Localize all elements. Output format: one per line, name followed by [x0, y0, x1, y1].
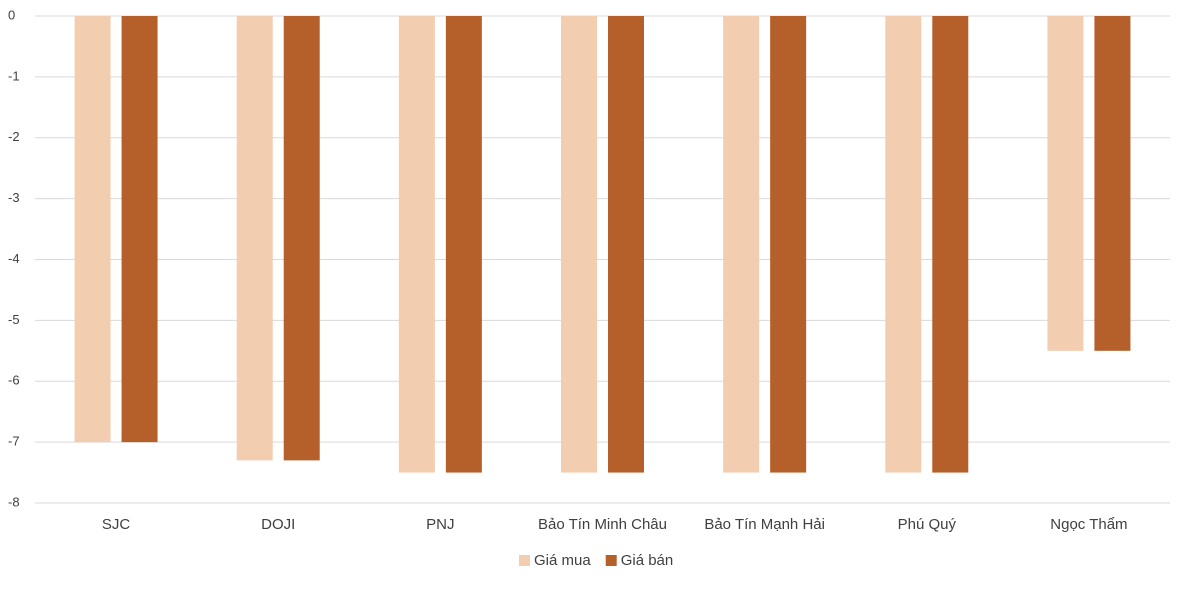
y-tick-label: -6: [8, 373, 20, 388]
bar: [608, 16, 644, 473]
bar: [1047, 16, 1084, 351]
bar: [932, 16, 969, 473]
bar: [1094, 16, 1131, 351]
x-tick-label: Bảo Tín Minh Châu: [538, 516, 667, 533]
y-tick-label: -1: [8, 68, 20, 83]
legend-label: Giá bán: [621, 552, 674, 569]
y-tick-label: -4: [8, 251, 20, 266]
y-tick-label: -5: [8, 312, 20, 327]
y-tick-label: -2: [8, 129, 20, 144]
y-tick-label: -8: [8, 494, 20, 509]
bar: [283, 16, 320, 461]
y-tick-label: -7: [8, 434, 20, 449]
x-tick-label: SJC: [102, 516, 131, 533]
x-tick-label: Phú Quý: [898, 516, 957, 533]
bar: [770, 16, 807, 473]
bar: [121, 16, 158, 443]
bar: [561, 16, 597, 473]
x-tick-label: DOJI: [261, 516, 295, 533]
x-tick-label: PNJ: [426, 516, 454, 533]
y-tick-label: -3: [8, 190, 20, 205]
bar: [723, 16, 760, 473]
legend-swatch: [605, 555, 617, 566]
x-tick-label: Bảo Tín Mạnh Hải: [704, 516, 825, 533]
legend-swatch: [519, 555, 530, 566]
bar: [398, 16, 435, 473]
legend-label: Giá mua: [534, 552, 591, 569]
bar: [74, 16, 111, 443]
bar: [236, 16, 273, 461]
y-tick-label: 0: [8, 7, 15, 22]
bar: [445, 16, 482, 473]
bar: [885, 16, 922, 473]
x-tick-label: Ngọc Thẩm: [1050, 516, 1127, 533]
